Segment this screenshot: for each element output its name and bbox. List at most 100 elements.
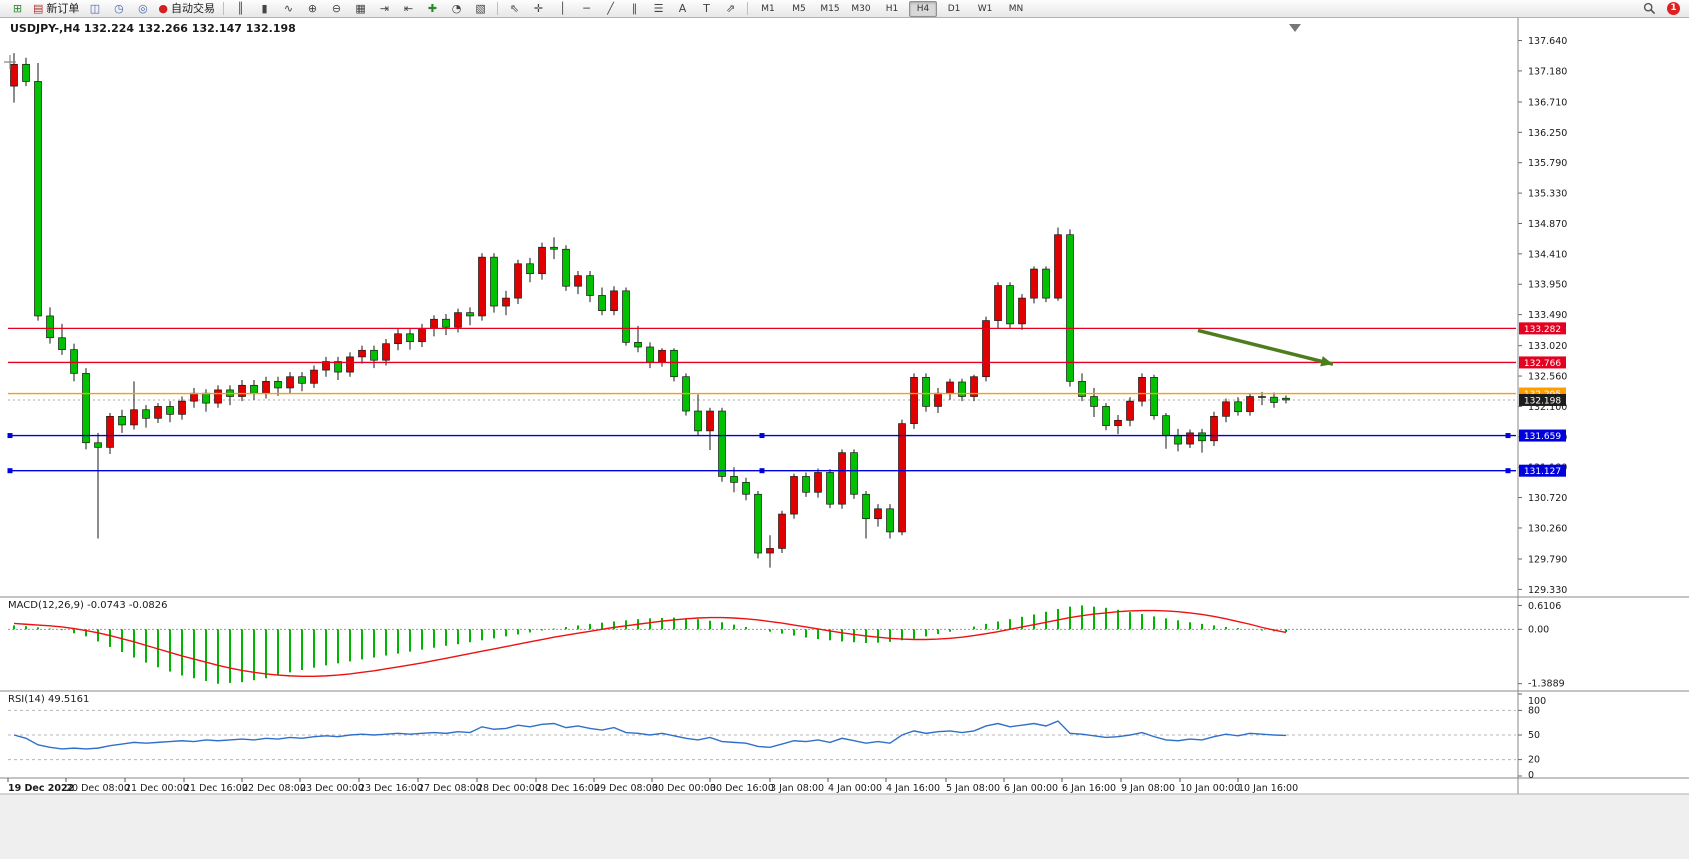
- profiles-button[interactable]: ◫: [83, 0, 106, 17]
- time-axis-label: 5 Jan 08:00: [946, 783, 1000, 794]
- macd-values: -0.0743 -0.0826: [87, 600, 168, 611]
- new-order-icon: ▤: [33, 2, 44, 15]
- periods-button[interactable]: ◔: [445, 0, 468, 17]
- timeframe-h1-button[interactable]: H1: [885, 3, 899, 14]
- search-button[interactable]: [1638, 0, 1661, 17]
- notification-badge[interactable]: 1: [1667, 2, 1680, 15]
- text-button[interactable]: A: [671, 0, 694, 17]
- candle-body: [34, 81, 42, 317]
- candle-body: [886, 508, 894, 533]
- tile-windows-button[interactable]: ▦: [349, 0, 372, 17]
- chart-bars-button[interactable]: ║: [229, 0, 252, 17]
- templates-button[interactable]: ▧: [469, 0, 492, 17]
- candle-body: [634, 342, 642, 348]
- price-tick-label: 136.710: [1528, 97, 1567, 108]
- candle-body: [526, 263, 534, 275]
- candle-body: [718, 410, 726, 477]
- indicators-button[interactable]: ✚: [421, 0, 444, 17]
- autotrading-button[interactable]: ● 自动交易: [155, 0, 218, 17]
- auto-scroll-button[interactable]: ⇥: [373, 0, 396, 17]
- candle-body: [610, 290, 618, 312]
- hline-handle[interactable]: [7, 433, 13, 439]
- price-tick-label: 133.950: [1528, 280, 1567, 291]
- candle-body: [766, 548, 774, 554]
- hline-handle[interactable]: [7, 468, 13, 474]
- timeframe-m30-button[interactable]: M30: [851, 3, 871, 14]
- horizontal-line-button[interactable]: ─: [575, 0, 598, 17]
- hline-handle[interactable]: [759, 468, 765, 474]
- timeframe-mn-button[interactable]: MN: [1008, 3, 1024, 14]
- time-axis-label: 27 Dec 08:00: [418, 783, 482, 794]
- macd-title: MACD(12,26,9): [8, 600, 84, 611]
- candle-body: [994, 285, 1002, 321]
- rsi-value: 49.5161: [47, 694, 90, 705]
- candle-body: [262, 380, 270, 394]
- candle-body: [970, 376, 978, 397]
- timeframe-m1-button[interactable]: M1: [761, 3, 775, 14]
- price-tick-label: 132.560: [1528, 372, 1567, 383]
- zoom-out-button[interactable]: ⊖: [325, 0, 348, 17]
- channel-button[interactable]: ∥: [623, 0, 646, 17]
- new-order-button[interactable]: ▤ 新订单: [30, 0, 82, 17]
- navigator-button[interactable]: ◎: [131, 0, 154, 17]
- rsi-tick-label: 80: [1528, 705, 1540, 716]
- candle-body: [1066, 234, 1074, 382]
- candle-body: [1210, 415, 1218, 442]
- timeframe-w1-button[interactable]: W1: [977, 3, 993, 14]
- time-axis-label: 28 Dec 16:00: [536, 783, 600, 794]
- time-axis-label: 10 Jan 16:00: [1238, 783, 1298, 794]
- candle-body: [286, 376, 294, 389]
- fibonacci-button[interactable]: ☰: [647, 0, 670, 17]
- candle-body: [982, 320, 990, 378]
- trend-arrow-annotation[interactable]: [1197, 328, 1334, 366]
- candle-body: [778, 513, 786, 549]
- search-icon: [1643, 2, 1656, 15]
- market-watch-button[interactable]: ◷: [107, 0, 130, 17]
- hline-handle[interactable]: [1505, 468, 1511, 474]
- hline-handle[interactable]: [759, 433, 765, 439]
- market-watch-icon: ◷: [114, 2, 124, 15]
- price-tick-label: 130.720: [1528, 493, 1567, 504]
- crosshair-button[interactable]: ✛: [527, 0, 550, 17]
- trend-arrow-head: [1320, 356, 1333, 367]
- toolbar-separator: [747, 2, 749, 15]
- candle-body: [562, 248, 570, 287]
- candle-body: [826, 472, 834, 505]
- hline-handle[interactable]: [1505, 433, 1511, 439]
- indicators-icon: ✚: [427, 2, 438, 15]
- candle-body: [1030, 268, 1038, 299]
- timeframe-d1-button[interactable]: D1: [947, 3, 961, 14]
- cursor-button[interactable]: ⇖: [503, 0, 526, 17]
- chart-candles-button[interactable]: ▮: [253, 0, 276, 17]
- candle-body: [874, 508, 882, 520]
- navigator-icon: ◎: [138, 2, 148, 15]
- timeframe-h4-button[interactable]: H4: [909, 0, 938, 17]
- new-chart-button[interactable]: ⊞: [6, 0, 29, 17]
- timeframe-m5-button[interactable]: M5: [792, 3, 806, 14]
- price-line-tag-bg: [1519, 429, 1566, 442]
- arrows-tool-button[interactable]: ⇗: [719, 0, 742, 17]
- rsi-tick-label: 50: [1528, 730, 1540, 741]
- vertical-line-button[interactable]: │: [551, 0, 574, 17]
- chart-candles-icon: ▮: [261, 2, 268, 15]
- price-tick-label: 130.260: [1528, 523, 1567, 534]
- zoom-in-button[interactable]: ⊕: [301, 0, 324, 17]
- toolbar-separator: [223, 2, 225, 15]
- candle-body: [1246, 396, 1254, 413]
- trendline-button[interactable]: ╱: [599, 0, 622, 17]
- candle-body: [670, 349, 678, 378]
- candle-body: [430, 318, 438, 329]
- chart-shift-marker[interactable]: [1289, 24, 1301, 32]
- text-label-button[interactable]: T: [695, 0, 718, 17]
- candle-body: [514, 263, 522, 299]
- chart-shift-button[interactable]: ⇤: [397, 0, 420, 17]
- price-line-tag-bg: [1519, 464, 1566, 477]
- candle-body: [538, 246, 546, 275]
- candle-body: [1006, 285, 1014, 325]
- bid-price-tag-bg: [1519, 393, 1566, 406]
- chart-line-button[interactable]: ∿: [277, 0, 300, 17]
- candle-body: [94, 442, 102, 448]
- timeframe-m15-button[interactable]: M15: [820, 3, 840, 14]
